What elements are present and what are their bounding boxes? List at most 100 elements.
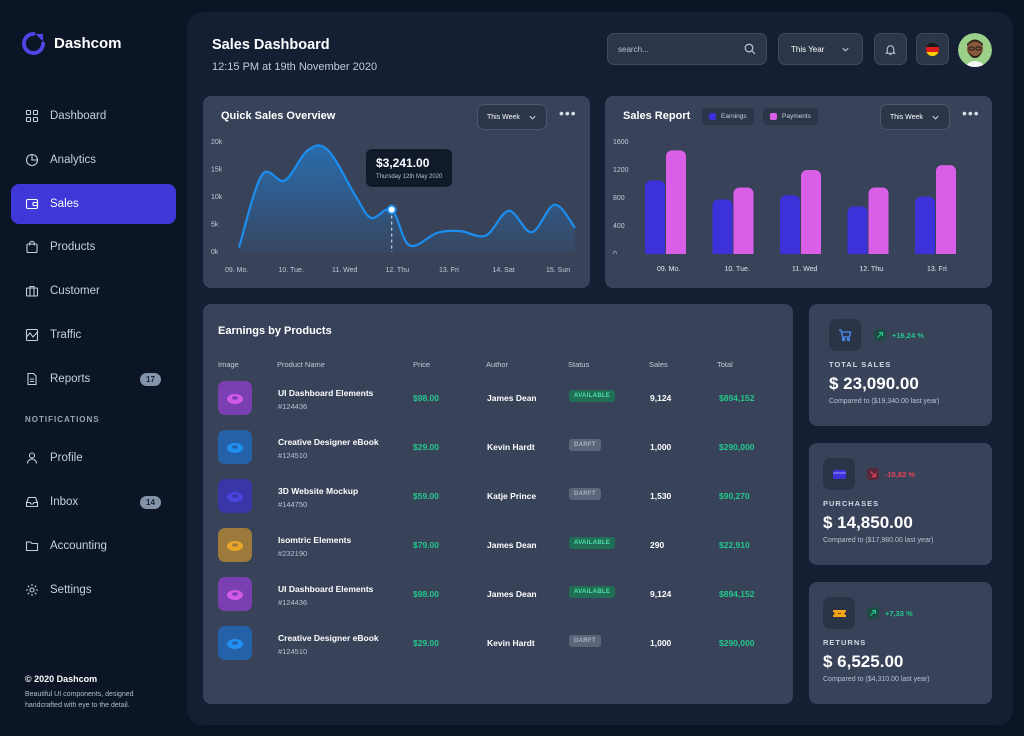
product-price: $59.00 [413, 491, 439, 501]
table-row[interactable]: Isomtric Elements #232190 $79.00 James Dean… [218, 525, 778, 565]
search-box[interactable] [607, 33, 767, 65]
year-select-value: This Year [791, 44, 825, 54]
product-thumbnail [218, 430, 252, 464]
chevron-down-icon [842, 47, 849, 52]
arrow-down-right-icon [867, 468, 879, 480]
sales-report-period-select[interactable]: This Week [880, 104, 950, 130]
product-name[interactable]: 3D Website Mockup [278, 486, 359, 496]
product-image-icon [227, 639, 243, 649]
sidebar-item-profile[interactable]: Profile [11, 438, 176, 478]
sidebar-item-traffic[interactable]: Traffic [11, 315, 176, 355]
legend-earnings[interactable]: Earnings [702, 108, 754, 125]
bar-payments[interactable] [666, 150, 686, 260]
table-row[interactable]: UI Dashboard Elements #124436 $98.00 James … [218, 378, 778, 418]
column-header: Sales [649, 360, 668, 369]
status-badge: AVAILABLE [569, 390, 616, 402]
sidebar-item-dashboard[interactable]: Dashboard [11, 96, 176, 136]
stat-icon-box [823, 458, 855, 490]
sidebar-item-accounting[interactable]: Accounting [11, 526, 176, 566]
sidebar-item-inbox[interactable]: Inbox 14 [11, 482, 176, 522]
stat-label: PURCHASES [823, 499, 880, 508]
highlight-point[interactable] [386, 204, 397, 215]
sidebar-item-customer[interactable]: Customer [11, 271, 176, 311]
bar-earnings[interactable] [712, 199, 733, 260]
earnings-swatch [709, 113, 716, 120]
bar-payments[interactable] [733, 187, 754, 261]
reports-count-badge: 17 [140, 372, 161, 386]
sidebar-item-products[interactable]: Products [11, 227, 176, 267]
product-sales: 1,000 [650, 442, 672, 452]
table-row[interactable]: 3D Website Mockup #144750 $59.00 Katje Prin… [218, 476, 778, 516]
sidebar-item-label: Settings [50, 584, 92, 596]
product-sales: 9,124 [650, 589, 672, 599]
column-header: Price [413, 360, 431, 369]
chart-tooltip: $3,241.00 Thursday 12th May 2020 [366, 149, 453, 187]
tooltip-value: $3,241.00 [376, 156, 430, 170]
bar-earnings[interactable] [645, 180, 665, 261]
footer-tagline: Beautiful UI components, designed handcr… [25, 691, 134, 709]
products-title: Earnings by Products [218, 325, 332, 337]
bar-payments[interactable] [936, 165, 956, 260]
product-name[interactable]: Creative Designer eBook [278, 437, 379, 447]
bar-earnings[interactable] [780, 195, 800, 260]
table-row[interactable]: UI Dashboard Elements #124436 $98.00 James … [218, 574, 778, 614]
product-image-icon [227, 492, 243, 502]
user-icon [26, 452, 38, 464]
quick-sales-period-select[interactable]: This Week [477, 104, 547, 130]
product-image-icon [227, 541, 243, 551]
year-select[interactable]: This Year [778, 33, 863, 65]
sidebar-item-reports[interactable]: Reports 17 [11, 359, 176, 399]
column-header: Status [568, 360, 590, 369]
more-options-icon[interactable]: ••• [559, 105, 577, 121]
germany-flag-icon [925, 42, 940, 56]
stat-label: RETURNS [823, 638, 867, 647]
sidebar-item-label: Products [50, 241, 96, 253]
language-button[interactable] [916, 33, 949, 65]
product-id: #232190 [278, 549, 308, 558]
bar-earnings[interactable] [915, 196, 935, 260]
product-author: James Dean [487, 393, 537, 403]
search-icon[interactable] [744, 43, 756, 55]
quick-sales-chart: 0k 5k 10k 15k 20k 09. Mo. 10. Tue. 11. Wed 12. T… [211, 139, 576, 274]
sidebar-item-analytics[interactable]: Analytics [11, 140, 176, 180]
user-avatar[interactable] [958, 33, 992, 67]
more-options-icon[interactable]: ••• [962, 105, 980, 121]
wallet-icon [25, 198, 39, 210]
notifications-button[interactable] [874, 33, 907, 65]
product-name[interactable]: Isomtric Elements [278, 535, 352, 545]
sidebar-item-label: Profile [50, 452, 83, 464]
bell-icon [885, 44, 896, 55]
brand[interactable]: Dashcom [22, 32, 122, 55]
x-tick-label: 10. Tue. [279, 267, 304, 274]
bar-payments[interactable] [801, 170, 821, 260]
stat-value: $ 6,525.00 [823, 652, 904, 671]
product-sales: 9,124 [650, 393, 672, 403]
product-sales: 1,530 [650, 491, 672, 501]
product-name[interactable]: Creative Designer eBook [278, 633, 379, 643]
product-name[interactable]: UI Dashboard Elements [278, 388, 374, 398]
bar-payments[interactable] [868, 187, 889, 261]
trend-value: -10,82 % [885, 469, 916, 479]
legend-label: Earnings [721, 113, 747, 120]
sidebar-item-settings[interactable]: Settings [11, 570, 176, 610]
product-thumbnail [218, 479, 252, 513]
x-tick-label: 11. Wed [332, 267, 358, 274]
product-image-icon [227, 590, 243, 600]
product-author: Kevin Hardt [487, 442, 535, 452]
product-total: $894,152 [719, 393, 755, 403]
y-tick-label: 1600 [613, 139, 629, 146]
stat-icon-box [823, 597, 855, 629]
product-name[interactable]: UI Dashboard Elements [278, 584, 374, 594]
product-author: Kevin Hardt [487, 638, 535, 648]
bar-earnings[interactable] [847, 206, 868, 260]
sidebar-item-sales[interactable]: Sales [11, 184, 176, 224]
legend-payments[interactable]: Payments [763, 108, 818, 125]
product-id: #144750 [278, 500, 308, 509]
column-header: Product Name [277, 360, 325, 369]
table-row[interactable]: Creative Designer eBook #124510 $29.00 Kevi… [218, 623, 778, 663]
table-row[interactable]: Creative Designer eBook #124510 $29.00 Kevi… [218, 427, 778, 467]
search-input[interactable] [618, 44, 744, 54]
y-tick-label: 400 [613, 223, 625, 230]
sidebar-item-label: Dashboard [50, 110, 107, 122]
x-tick-label: 10. Tue. [725, 266, 750, 273]
